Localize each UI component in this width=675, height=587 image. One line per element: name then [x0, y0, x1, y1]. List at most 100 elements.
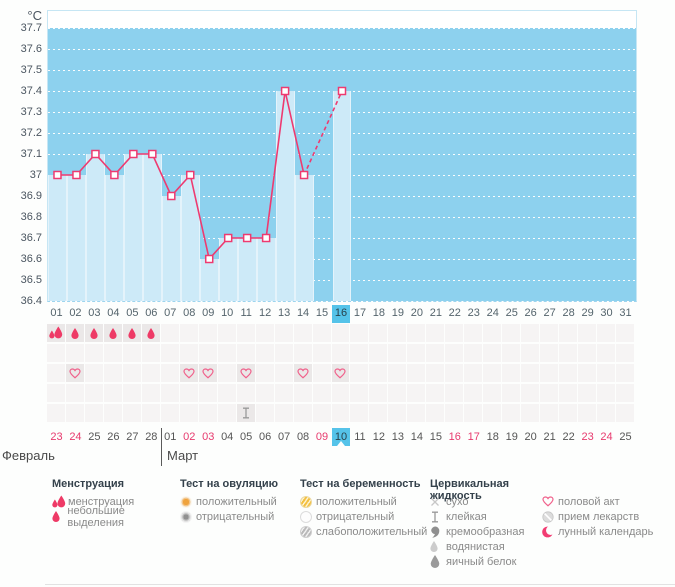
cervical-fluid-cell[interactable]	[160, 404, 179, 422]
intercourse-cell[interactable]	[312, 364, 331, 382]
pregnancy-tests-cell[interactable]	[141, 384, 160, 402]
cervical-fluid-cell-marked[interactable]	[236, 404, 255, 422]
menstruation-cell-marked[interactable]	[103, 324, 122, 342]
cervical-fluid-cell[interactable]	[559, 404, 578, 422]
cervical-fluid-cell[interactable]	[597, 404, 616, 422]
cycle-day[interactable]: 18	[372, 307, 386, 319]
cervical-fluid-cell[interactable]	[141, 404, 160, 422]
calendar-date[interactable]: 14	[410, 431, 423, 443]
calendar-date[interactable]: 20	[524, 431, 537, 443]
cervical-fluid-cell[interactable]	[407, 404, 426, 422]
intercourse-cell[interactable]	[274, 364, 293, 382]
intercourse-cell[interactable]	[483, 364, 502, 382]
cervical-fluid-cell[interactable]	[47, 404, 65, 422]
menstruation-cell[interactable]	[255, 324, 274, 342]
ovulation-tests-cell[interactable]	[559, 344, 578, 362]
ovulation-tests-cell[interactable]	[597, 344, 616, 362]
intercourse-cell[interactable]	[160, 364, 179, 382]
pregnancy-tests-cell[interactable]	[540, 384, 559, 402]
ovulation-tests-cell[interactable]	[65, 344, 84, 362]
intercourse-cell[interactable]	[597, 364, 616, 382]
menstruation-cell[interactable]	[502, 324, 521, 342]
cycle-day[interactable]: 28	[562, 307, 575, 319]
pregnancy-tests-cell[interactable]	[198, 384, 217, 402]
cervical-fluid-cell[interactable]	[103, 404, 122, 422]
temperature-point[interactable]	[72, 170, 81, 180]
calendar-date[interactable]: 23	[50, 431, 63, 443]
ovulation-tests-cell[interactable]	[236, 344, 255, 362]
pregnancy-tests-cell[interactable]	[236, 384, 255, 402]
intercourse-cell[interactable]	[141, 364, 160, 382]
pregnancy-tests-cell[interactable]	[160, 384, 179, 402]
cervical-fluid-cell[interactable]	[388, 404, 407, 422]
intercourse-cell[interactable]	[616, 364, 634, 382]
ovulation-tests-cell[interactable]	[255, 344, 274, 362]
intercourse-cell[interactable]	[445, 364, 464, 382]
cervical-fluid-cell[interactable]	[331, 404, 350, 422]
cycle-day[interactable]: 14	[296, 307, 310, 319]
cycle-day[interactable]: 21	[429, 307, 442, 319]
calendar-date[interactable]: 24	[69, 431, 82, 443]
cycle-day[interactable]: 05	[126, 307, 139, 319]
menstruation-cell[interactable]	[445, 324, 464, 342]
intercourse-cell[interactable]	[426, 364, 445, 382]
pregnancy-tests-cell[interactable]	[312, 384, 331, 402]
cycle-day[interactable]: 11	[240, 307, 252, 319]
ovulation-tests-cell[interactable]	[483, 344, 502, 362]
calendar-date[interactable]: 13	[391, 431, 405, 443]
cycle-day[interactable]: 01	[50, 307, 63, 319]
intercourse-cell-marked[interactable]	[236, 364, 255, 382]
temperature-point[interactable]	[110, 170, 119, 180]
cervical-fluid-cell[interactable]	[445, 404, 464, 422]
menstruation-cell[interactable]	[464, 324, 483, 342]
calendar-date[interactable]: 07	[277, 431, 291, 443]
cycle-day[interactable]: 15	[315, 307, 329, 319]
calendar-date[interactable]: 09	[315, 431, 329, 443]
pregnancy-tests-cell[interactable]	[47, 384, 65, 402]
calendar-date-today[interactable]: 10	[331, 428, 351, 446]
intercourse-cell[interactable]	[217, 364, 236, 382]
temperature-point[interactable]	[186, 170, 195, 180]
cervical-fluid-cell[interactable]	[255, 404, 274, 422]
ovulation-tests-cell[interactable]	[179, 344, 198, 362]
temperature-point[interactable]	[242, 233, 252, 243]
cycle-day[interactable]: 26	[524, 307, 537, 319]
pregnancy-tests-cell[interactable]	[521, 384, 540, 402]
ovulation-tests-cell[interactable]	[103, 344, 122, 362]
ovulation-tests-cell[interactable]	[217, 344, 236, 362]
intercourse-cell[interactable]	[255, 364, 274, 382]
pregnancy-tests-cell[interactable]	[84, 384, 103, 402]
pregnancy-tests-cell[interactable]	[217, 384, 236, 402]
temperature-bar[interactable]	[66, 175, 86, 301]
pregnancy-tests-cell[interactable]	[274, 384, 293, 402]
calendar-date[interactable]: 26	[107, 431, 120, 443]
menstruation-cell-marked[interactable]	[141, 324, 160, 342]
menstruation-cell[interactable]	[426, 324, 445, 342]
pregnancy-tests-cell[interactable]	[502, 384, 521, 402]
ovulation-tests-cell[interactable]	[84, 344, 103, 362]
menstruation-cell[interactable]	[312, 324, 331, 342]
temperature-point[interactable]	[223, 233, 233, 243]
pregnancy-tests-cell[interactable]	[407, 384, 426, 402]
calendar-date[interactable]: 05	[240, 431, 253, 443]
calendar-date[interactable]: 01	[164, 431, 177, 443]
intercourse-cell[interactable]	[502, 364, 521, 382]
menstruation-cell[interactable]	[483, 324, 502, 342]
intercourse-cell[interactable]	[350, 364, 369, 382]
cycle-day[interactable]: 17	[353, 307, 367, 319]
intercourse-cell-marked[interactable]	[293, 364, 312, 382]
temperature-point[interactable]	[261, 233, 271, 243]
cervical-fluid-cell[interactable]	[502, 404, 521, 422]
temperature-point[interactable]	[129, 149, 138, 159]
cycle-day[interactable]: 08	[183, 307, 196, 319]
ovulation-tests-cell[interactable]	[160, 344, 179, 362]
ovulation-tests-cell[interactable]	[502, 344, 521, 362]
ovulation-tests-cell[interactable]	[122, 344, 141, 362]
cervical-fluid-cell[interactable]	[483, 404, 502, 422]
intercourse-cell[interactable]	[521, 364, 540, 382]
ovulation-tests-cell[interactable]	[540, 344, 559, 362]
menstruation-cell[interactable]	[540, 324, 559, 342]
calendar-date[interactable]: 25	[619, 431, 632, 443]
cycle-day[interactable]: 03	[88, 307, 101, 319]
cervical-fluid-cell[interactable]	[293, 404, 312, 422]
